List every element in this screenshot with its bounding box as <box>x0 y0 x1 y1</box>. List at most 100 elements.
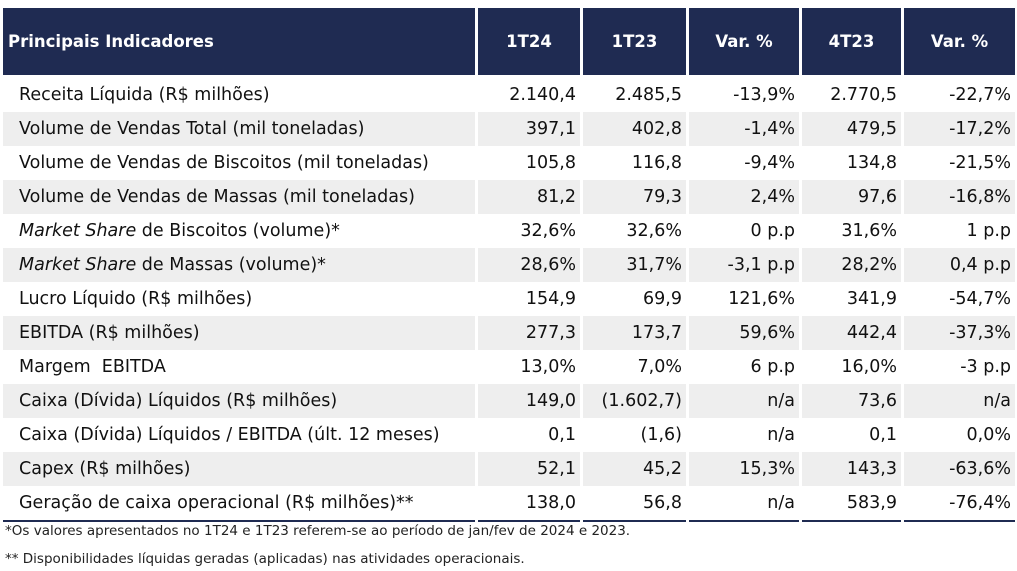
row-label-text: Volume de Vendas de Biscoitos (mil tonel… <box>19 153 429 173</box>
value-var-yoy: -3,1 p.p <box>689 248 799 282</box>
value-4t23: 73,6 <box>802 384 901 418</box>
table-row: EBITDA (R$ milhões) 277,3 173,7 59,6% 442,4-… <box>3 316 1015 350</box>
value-var-qoq: -63,6% <box>904 452 1015 486</box>
value-var-yoy: n/a <box>689 486 799 522</box>
header-1t23: 1T23 <box>583 8 686 75</box>
value-var-yoy: -1,4% <box>689 112 799 146</box>
value-var-qoq: n/a <box>904 384 1015 418</box>
value-1t23: 31,7% <box>583 248 686 282</box>
value-4t23: 16,0% <box>802 350 901 384</box>
value-4t23: 31,6% <box>802 214 901 248</box>
value-1t23: (1,6) <box>583 418 686 452</box>
row-label-text: Lucro Líquido (R$ milhões) <box>19 289 253 309</box>
row-label: Market Share de Biscoitos (volume)* <box>3 214 475 248</box>
value-1t23: 79,3 <box>583 180 686 214</box>
row-label-text: Margem EBITDA <box>19 357 166 377</box>
row-label: Caixa (Dívida) Líquidos / EBITDA (últ. 1… <box>3 418 475 452</box>
value-1t23: 56,8 <box>583 486 686 522</box>
value-var-qoq: -37,3% <box>904 316 1015 350</box>
indicators-table-container: Principais Indicadores 1T24 1T23 Var. % … <box>3 8 1015 522</box>
row-label-text: EBITDA (R$ milhões) <box>19 323 200 343</box>
value-4t23: 143,3 <box>802 452 901 486</box>
row-label: Lucro Líquido (R$ milhões) <box>3 282 475 316</box>
value-var-yoy: 6 p.p <box>689 350 799 384</box>
value-var-yoy: -9,4% <box>689 146 799 180</box>
value-var-qoq: -54,7% <box>904 282 1015 316</box>
table-row: Receita Líquida (R$ milhões) 2.140,4 2.485… <box>3 78 1015 112</box>
table-row: Lucro Líquido (R$ milhões) 154,9 69,9 121,6… <box>3 282 1015 316</box>
table-row: Capex (R$ milhões) 52,1 45,2 15,3% 143,3 -63,… <box>3 452 1015 486</box>
row-label: Volume de Vendas de Biscoitos (mil tonel… <box>3 146 475 180</box>
header-1t24: 1T24 <box>478 8 580 75</box>
row-label: Caixa (Dívida) Líquidos (R$ milhões) <box>3 384 475 418</box>
row-label-text: Volume de Vendas de Massas (mil tonelada… <box>19 187 415 207</box>
value-1t23: 402,8 <box>583 112 686 146</box>
value-1t23: 45,2 <box>583 452 686 486</box>
value-var-yoy: -13,9% <box>689 78 799 112</box>
table-row: Volume de Vendas Total (mil toneladas) 39… <box>3 112 1015 146</box>
value-1t24: 0,1 <box>478 418 580 452</box>
value-var-yoy: 0 p.p <box>689 214 799 248</box>
header-var-yoy: Var. % <box>689 8 799 75</box>
row-label-text: Caixa (Dívida) Líquidos / EBITDA (últ. 1… <box>19 425 440 445</box>
value-1t23: (1.602,7) <box>583 384 686 418</box>
value-4t23: 583,9 <box>802 486 901 522</box>
row-label: Volume de Vendas de Massas (mil tonelada… <box>3 180 475 214</box>
row-label-text: Volume de Vendas Total (mil toneladas) <box>19 119 365 139</box>
value-var-yoy: 15,3% <box>689 452 799 486</box>
value-1t24: 28,6% <box>478 248 580 282</box>
footnote-period: *Os valores apresentados no 1T24 e 1T23 … <box>5 523 631 539</box>
value-4t23: 479,5 <box>802 112 901 146</box>
value-1t24: 154,9 <box>478 282 580 316</box>
value-var-qoq: -3 p.p <box>904 350 1015 384</box>
value-4t23: 134,8 <box>802 146 901 180</box>
value-4t23: 97,6 <box>802 180 901 214</box>
value-1t24: 32,6% <box>478 214 580 248</box>
value-var-qoq: -16,8% <box>904 180 1015 214</box>
value-1t23: 32,6% <box>583 214 686 248</box>
value-1t23: 116,8 <box>583 146 686 180</box>
row-label: Volume de Vendas Total (mil toneladas) <box>3 112 475 146</box>
value-1t23: 69,9 <box>583 282 686 316</box>
value-var-qoq: 1 p.p <box>904 214 1015 248</box>
value-1t24: 138,0 <box>478 486 580 522</box>
value-1t24: 277,3 <box>478 316 580 350</box>
table-row: Volume de Vendas de Biscoitos (mil tonel… <box>3 146 1015 180</box>
value-1t24: 397,1 <box>478 112 580 146</box>
value-var-qoq: 0,4 p.p <box>904 248 1015 282</box>
value-var-qoq: -17,2% <box>904 112 1015 146</box>
table-row: Volume de Vendas de Massas (mil tonelada… <box>3 180 1015 214</box>
row-label: Capex (R$ milhões) <box>3 452 475 486</box>
value-1t24: 2.140,4 <box>478 78 580 112</box>
value-var-qoq: 0,0% <box>904 418 1015 452</box>
value-1t23: 7,0% <box>583 350 686 384</box>
row-label: Receita Líquida (R$ milhões) <box>3 78 475 112</box>
row-label: Geração de caixa operacional (R$ milhões… <box>3 486 475 522</box>
value-4t23: 442,4 <box>802 316 901 350</box>
value-1t24: 81,2 <box>478 180 580 214</box>
value-var-qoq: -76,4% <box>904 486 1015 522</box>
value-var-yoy: 2,4% <box>689 180 799 214</box>
value-1t23: 2.485,5 <box>583 78 686 112</box>
value-1t24: 13,0% <box>478 350 580 384</box>
value-1t23: 173,7 <box>583 316 686 350</box>
table-row: Market Share de Biscoitos (volume)* 32,6%… <box>3 214 1015 248</box>
value-4t23: 28,2% <box>802 248 901 282</box>
footnote-cash-generation: ** Disponibilidades líquidas geradas (ap… <box>5 551 525 567</box>
header-4t23: 4T23 <box>802 8 901 75</box>
row-label: Market Share de Massas (volume)* <box>3 248 475 282</box>
table-row: Margem EBITDA 13,0% 7,0% 6 p.p 16,0% -3 p.p <box>3 350 1015 384</box>
header-var-qoq: Var. % <box>904 8 1015 75</box>
table-row: Geração de caixa operacional (R$ milhões… <box>3 486 1015 522</box>
value-4t23: 2.770,5 <box>802 78 901 112</box>
row-label-text: Geração de caixa operacional (R$ milhões… <box>19 493 414 513</box>
table-body: Receita Líquida (R$ milhões) 2.140,4 2.485… <box>3 78 1015 522</box>
row-label-text: Receita Líquida (R$ milhões) <box>19 85 270 105</box>
table-header: Principais Indicadores 1T24 1T23 Var. % … <box>3 8 1015 78</box>
row-label: Margem EBITDA <box>3 350 475 384</box>
value-var-qoq: -22,7% <box>904 78 1015 112</box>
value-1t24: 105,8 <box>478 146 580 180</box>
row-label-text: de Biscoitos (volume)* <box>136 221 340 241</box>
value-var-yoy: 121,6% <box>689 282 799 316</box>
value-var-yoy: n/a <box>689 384 799 418</box>
